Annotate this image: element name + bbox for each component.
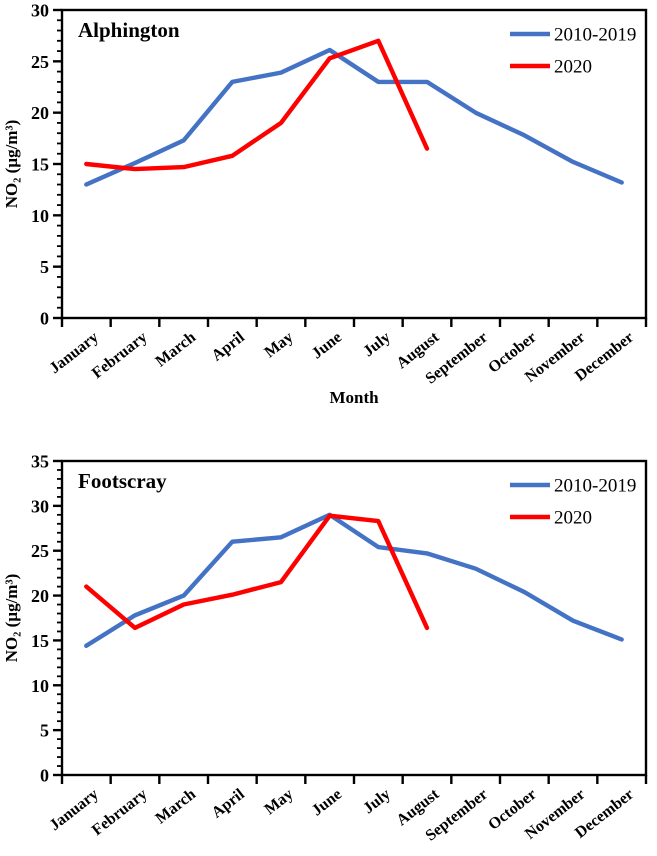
- y-tick-label: 5: [40, 721, 49, 741]
- x-tick-label: June: [309, 786, 345, 820]
- y-tick-label: 15: [31, 155, 49, 175]
- x-tick-label: February: [89, 329, 151, 382]
- x-tick-label: April: [209, 785, 249, 821]
- legend-label-2020: 2020: [554, 508, 592, 529]
- y-axis-title: NO₂ (µg/m³): [2, 120, 21, 208]
- legend-label-2010-2019: 2010-2019: [554, 25, 636, 46]
- x-tick-label: June: [309, 329, 345, 363]
- legend-label-2020: 2020: [554, 57, 592, 78]
- chart-title: Alphington: [78, 18, 180, 42]
- y-axis: 0 5 10 15 20 25 30 35: [31, 452, 62, 786]
- series-line-2010-2019: [84, 512, 624, 649]
- series-line-2010-2019: [84, 47, 624, 187]
- x-tick-label: February: [89, 786, 151, 839]
- x-tick-label: May: [261, 329, 296, 362]
- y-tick-label: 35: [31, 452, 49, 472]
- x-tick-label: July: [360, 329, 394, 360]
- alphington-chart: 0 5 10 15 20 25 30 January February March April May…: [2, 1, 648, 407]
- y-tick-label: 30: [31, 1, 49, 21]
- y-tick-label: 25: [31, 541, 49, 561]
- x-tick-label: March: [152, 786, 199, 828]
- y-tick-label: 15: [31, 631, 49, 651]
- legend: 2010-2019 2020: [510, 25, 636, 78]
- y-tick-label: 0: [40, 766, 49, 786]
- y-tick-label: 20: [31, 103, 49, 123]
- y-tick-label: 5: [40, 257, 49, 277]
- y-tick-label: 20: [31, 586, 49, 606]
- x-tick-label: July: [360, 786, 394, 817]
- y-tick-label: 25: [31, 52, 49, 72]
- y-axis-title: NO₂ (µg/m³): [2, 574, 21, 662]
- legend: 2010-2019 2020: [510, 476, 636, 529]
- y-axis: 0 5 10 15 20 25 30: [31, 1, 62, 329]
- series-line-2020: [84, 38, 430, 172]
- footscray-chart: 0 5 10 15 20 25 30 35 January February March April M…: [0, 445, 657, 856]
- y-tick-label: 0: [40, 309, 49, 329]
- y-tick-label: 30: [31, 496, 49, 516]
- y-tick-label: 10: [31, 206, 49, 226]
- chart-title: Footscray: [78, 469, 167, 493]
- y-tick-label: 10: [31, 676, 49, 696]
- x-tick-label: May: [261, 786, 296, 819]
- x-tick-label: April: [209, 328, 249, 364]
- x-axis-title: Month: [329, 388, 379, 407]
- legend-label-2010-2019: 2010-2019: [554, 476, 636, 497]
- x-tick-label: March: [152, 329, 199, 371]
- series-line-2020: [84, 513, 430, 631]
